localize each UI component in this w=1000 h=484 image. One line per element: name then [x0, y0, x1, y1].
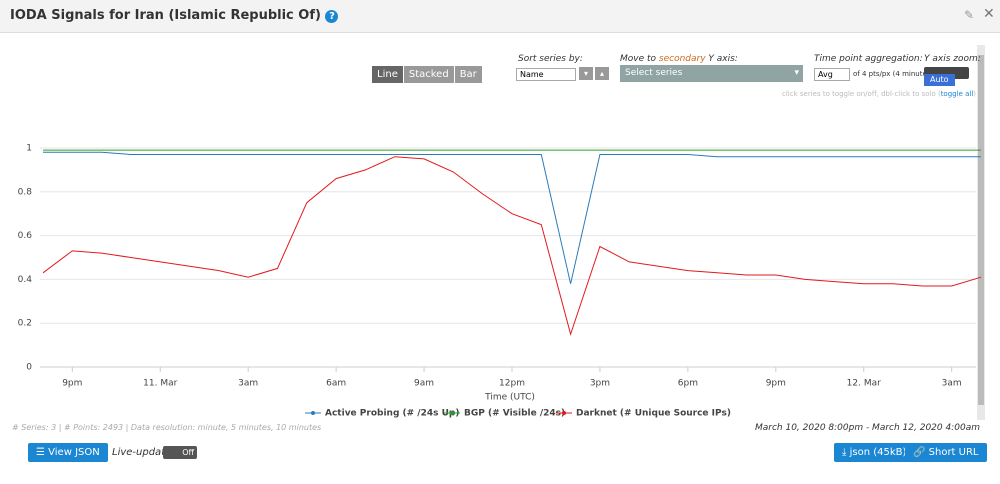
series-line: [42, 156, 982, 336]
y-tick-label: 0: [26, 363, 32, 373]
short-url-button[interactable]: 🔗 Short URL: [905, 443, 987, 462]
x-tick-label: 3pm: [590, 379, 610, 389]
view-json-text: View JSON: [48, 447, 100, 458]
json-download[interactable]: ⤓ json (45kB): [834, 443, 915, 462]
legend-label[interactable]: Active Probing (# /24s Up): [325, 409, 459, 419]
x-tick-label: 9pm: [766, 379, 786, 389]
hint: click series to toggle on/off, dbl-click…: [782, 90, 976, 98]
y-tick-label: 0.6: [18, 231, 33, 241]
date-range: March 10, 2020 8:00pm - March 12, 2020 4…: [754, 423, 980, 433]
y-tick-label: 0.8: [18, 187, 33, 197]
x-tick-label: 12. Mar: [847, 379, 881, 389]
secondary-label: Move to secondary Y axis:: [620, 54, 738, 64]
x-tick-label: 9am: [414, 379, 434, 389]
secondary-select[interactable]: Select series ▾: [620, 65, 803, 82]
header-title: IODA Signals for Iran (Islamic Republic …: [10, 8, 339, 23]
json-text: json (45kB): [849, 447, 907, 458]
close-icon[interactable]: ✕: [983, 6, 995, 22]
aggregation-note: of 4 pts/px (4 minutes): [853, 70, 934, 78]
toggle-all[interactable]: toggle all: [940, 90, 974, 98]
short-url-text: Short URL: [928, 447, 979, 458]
zoom-value: Auto: [924, 74, 955, 86]
hint-end: ): [973, 90, 976, 98]
x-tick-label: 12pm: [499, 379, 525, 389]
line-button[interactable]: Line: [372, 66, 403, 83]
title-text: IODA Signals for Iran (Islamic Republic …: [10, 8, 321, 23]
x-tick-label: 6am: [326, 379, 346, 389]
secondary-value: Select series: [625, 68, 683, 78]
aggregation-select[interactable]: Avg: [814, 68, 850, 81]
live-toggle[interactable]: Off: [163, 446, 197, 459]
secondary-text: Move to: [620, 54, 657, 64]
series-line: [43, 151, 981, 284]
x-tick-label: 6pm: [678, 379, 698, 389]
help-icon[interactable]: ?: [325, 10, 339, 23]
edit-icon[interactable]: ✎: [964, 8, 975, 22]
secondary-text-end: Y axis:: [708, 54, 738, 64]
legend-dot: [450, 411, 454, 415]
x-tick-label: 9pm: [62, 379, 82, 389]
chart-type-group: Line Stacked Bar: [372, 66, 482, 83]
scrollbar-thumb[interactable]: [978, 55, 984, 405]
zoom-label: Y axis zoom:: [924, 54, 981, 64]
stats: # Series: 3 | # Points: 2493 | Data reso…: [12, 423, 322, 432]
sort-desc[interactable]: ▾: [579, 67, 594, 80]
view-json-button[interactable]: ☰ View JSON: [28, 443, 108, 462]
legend-label[interactable]: Darknet (# Unique Source IPs): [576, 409, 731, 419]
header: [0, 0, 1000, 33]
x-tick-label: 3am: [238, 379, 258, 389]
live-label: Live-update:: [112, 447, 175, 458]
legend-dot: [311, 411, 315, 415]
sort-direction: ▾ ▴: [579, 67, 610, 80]
zoom-toggle[interactable]: Auto: [924, 67, 969, 86]
y-tick-label: 0.4: [18, 275, 33, 285]
legend-dot: [562, 411, 566, 415]
y-tick-label: 0.2: [18, 319, 32, 329]
sort-select[interactable]: Name: [516, 68, 576, 81]
hint-text: click series to toggle on/off, dbl-click…: [782, 90, 941, 98]
aggregation-label: Time point aggregation:: [814, 54, 923, 64]
bar-button[interactable]: Bar: [454, 66, 482, 83]
sort-label: Sort series by:: [518, 54, 583, 64]
x-tick-label: 3am: [942, 379, 962, 389]
stacked-button[interactable]: Stacked: [403, 66, 454, 83]
x-tick-label: 11. Mar: [143, 379, 177, 389]
y-tick-label: 1: [26, 143, 32, 153]
sort-asc[interactable]: ▴: [595, 67, 610, 80]
secondary-word: secondary: [658, 54, 706, 64]
x-axis-label: Time (UTC): [484, 393, 535, 403]
legend-label[interactable]: BGP (# Visible /24s): [464, 409, 565, 419]
